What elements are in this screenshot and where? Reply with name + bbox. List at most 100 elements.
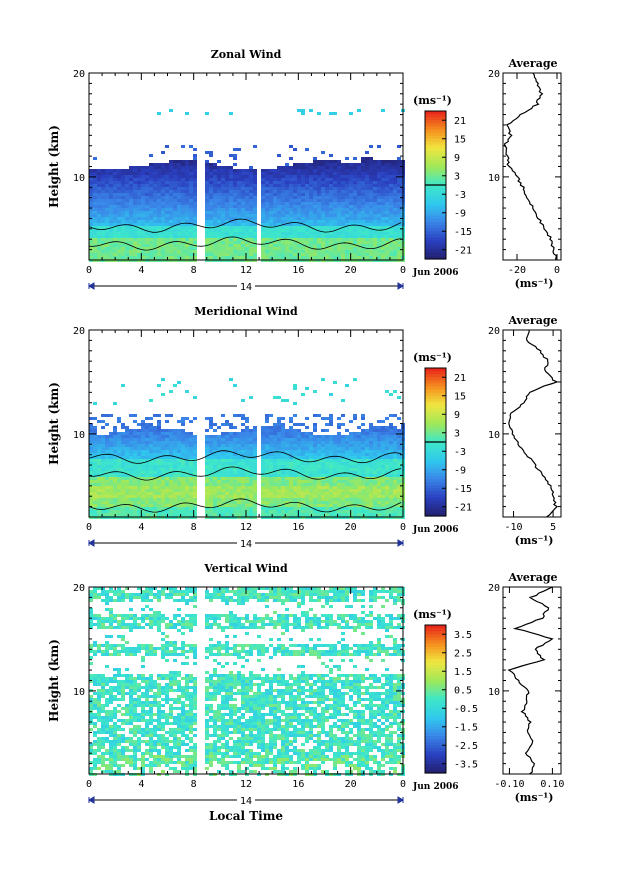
heatmap-cell (101, 498, 105, 501)
heatmap-cell (377, 241, 381, 244)
heatmap-cell (301, 423, 305, 426)
heatmap-cell (193, 232, 197, 235)
heatmap-cell (209, 441, 213, 444)
heatmap-cell (377, 160, 381, 163)
heatmap-cell (373, 208, 377, 211)
heatmap-cell (181, 468, 185, 471)
heatmap-cell (357, 510, 361, 513)
heatmap-cell (145, 480, 149, 483)
heatmap-cell (397, 160, 401, 163)
heatmap-cell (193, 154, 197, 157)
heatmap-cell (189, 226, 193, 229)
heatmap-cell (93, 247, 97, 250)
heatmap-cell (261, 220, 265, 223)
heatmap-cell (237, 504, 241, 507)
heatmap-cell (313, 247, 317, 250)
heatmap-cell (249, 438, 253, 441)
heatmap-cell (353, 199, 357, 202)
heatmap-cell (165, 205, 169, 208)
heatmap-cell (173, 510, 177, 513)
heatmap-cell (161, 172, 165, 175)
heatmap-cell (393, 193, 397, 196)
heatmap-cell (149, 187, 153, 190)
heatmap-cell (161, 238, 165, 241)
heatmap-cell (117, 444, 121, 447)
heatmap-cell (185, 417, 189, 420)
heatmap-cell (377, 489, 381, 492)
heatmap-cell (177, 172, 181, 175)
heatmap-cell (105, 471, 109, 474)
heatmap-cell (353, 501, 357, 504)
heatmap-cell (157, 163, 161, 166)
heatmap-cell (289, 459, 293, 462)
heatmap-cell (249, 489, 253, 492)
heatmap-cell (177, 459, 181, 462)
heatmap-cell (353, 495, 357, 498)
heatmap-cell (141, 459, 145, 462)
heatmap-cell (237, 205, 241, 208)
heatmap-cell (169, 193, 173, 196)
heatmap-cell (125, 444, 129, 447)
heatmap-cell (93, 465, 97, 468)
heatmap-cell (373, 453, 377, 456)
heatmap-cell (141, 175, 145, 178)
heatmap-cell (301, 498, 305, 501)
heatmap-cell (361, 444, 365, 447)
heatmap-cell (237, 190, 241, 193)
heatmap-cell (361, 220, 365, 223)
heatmap-cell (169, 187, 173, 190)
heatmap-cell (317, 513, 321, 516)
heatmap-cell (93, 510, 97, 513)
heatmap-cell (305, 166, 309, 169)
heatmap-cell (117, 175, 121, 178)
heatmap-cell (349, 238, 353, 241)
heatmap-cell (373, 214, 377, 217)
heatmap-cell (353, 459, 357, 462)
heatmap-cell (169, 489, 173, 492)
heatmap-cell (289, 492, 293, 495)
heatmap-cell (97, 510, 101, 513)
heatmap-cell (173, 163, 177, 166)
heatmap-cell (389, 163, 393, 166)
heatmap-cell (153, 238, 157, 241)
heatmap-cell (397, 208, 401, 211)
heatmap-cell (249, 396, 253, 399)
heatmap-cell (141, 453, 145, 456)
heatmap-cell (337, 238, 341, 241)
heatmap-cell (189, 163, 193, 166)
heatmap-cell (205, 163, 209, 166)
heatmap-cell (289, 232, 293, 235)
heatmap-cell (109, 444, 113, 447)
heatmap-cell (133, 232, 137, 235)
heatmap-cell (301, 184, 305, 187)
heatmap-cell (369, 453, 373, 456)
heatmap-cell (301, 510, 305, 513)
heatmap-cell (137, 450, 141, 453)
heatmap-cell (357, 468, 361, 471)
heatmap-cell (109, 486, 113, 489)
heatmap-cell (349, 450, 353, 453)
heatmap-cell (285, 429, 289, 432)
heatmap-cell (365, 187, 369, 190)
heatmap-cell (397, 214, 401, 217)
heatmap-cell (281, 232, 285, 235)
heatmap-cell (141, 172, 145, 175)
colorbar-swatch (425, 172, 446, 177)
heatmap-cell (349, 217, 353, 220)
heatmap-cell (189, 495, 193, 498)
heatmap-cell (229, 453, 233, 456)
heatmap-cell (393, 184, 397, 187)
heatmap-cell (193, 208, 197, 211)
heatmap-cell (301, 438, 305, 441)
heatmap-cell (233, 444, 237, 447)
heatmap-cell (253, 498, 257, 501)
heatmap-cell (93, 184, 97, 187)
heatmap-cell (333, 178, 337, 181)
heatmap-cell (157, 459, 161, 462)
heatmap-cell (121, 441, 125, 444)
heatmap-cell (233, 435, 237, 438)
heatmap-cell (233, 447, 237, 450)
heatmap-cell (189, 211, 193, 214)
heatmap-cell (273, 202, 277, 205)
heatmap-cell (285, 247, 289, 250)
